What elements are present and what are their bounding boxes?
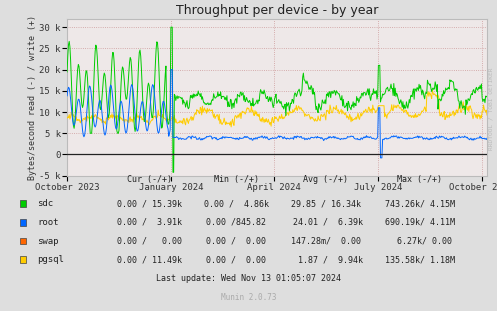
Text: 1.87 /  9.94k: 1.87 / 9.94k (288, 255, 363, 264)
Text: pgsql: pgsql (37, 255, 64, 264)
Text: 6.27k/ 0.00: 6.27k/ 0.00 (388, 237, 452, 245)
Y-axis label: Bytes/second read (-) / write (+): Bytes/second read (-) / write (+) (27, 15, 37, 180)
Text: Munin 2.0.73: Munin 2.0.73 (221, 293, 276, 302)
Text: sdc: sdc (37, 199, 53, 208)
Text: 0.00 /  0.00: 0.00 / 0.00 (206, 255, 266, 264)
Text: 29.85 / 16.34k: 29.85 / 16.34k (291, 199, 360, 208)
Text: 0.00 / 15.39k: 0.00 / 15.39k (117, 199, 181, 208)
Title: Throughput per device - by year: Throughput per device - by year (176, 4, 378, 17)
Text: 0.00 /  4.86k: 0.00 / 4.86k (204, 199, 268, 208)
Text: 147.28m/  0.00: 147.28m/ 0.00 (291, 237, 360, 245)
Text: Max (-/+): Max (-/+) (398, 175, 442, 184)
Text: 24.01 /  6.39k: 24.01 / 6.39k (288, 218, 363, 227)
Text: Avg (-/+): Avg (-/+) (303, 175, 348, 184)
Text: 743.26k/ 4.15M: 743.26k/ 4.15M (385, 199, 455, 208)
Text: 135.58k/ 1.18M: 135.58k/ 1.18M (385, 255, 455, 264)
Text: RRDTOOL / TOBI OETIKER: RRDTOOL / TOBI OETIKER (489, 67, 494, 150)
Text: root: root (37, 218, 59, 227)
Text: 0.00 /  3.91k: 0.00 / 3.91k (117, 218, 181, 227)
Text: 0.00 /   0.00: 0.00 / 0.00 (117, 237, 181, 245)
Text: 690.19k/ 4.11M: 690.19k/ 4.11M (385, 218, 455, 227)
Text: 0.00 /  0.00: 0.00 / 0.00 (206, 237, 266, 245)
Text: swap: swap (37, 237, 59, 245)
Text: Min (-/+): Min (-/+) (214, 175, 258, 184)
Text: Cur (-/+): Cur (-/+) (127, 175, 171, 184)
Text: Last update: Wed Nov 13 01:05:07 2024: Last update: Wed Nov 13 01:05:07 2024 (156, 274, 341, 283)
Text: 0.00 /845.82: 0.00 /845.82 (206, 218, 266, 227)
Text: 0.00 / 11.49k: 0.00 / 11.49k (117, 255, 181, 264)
